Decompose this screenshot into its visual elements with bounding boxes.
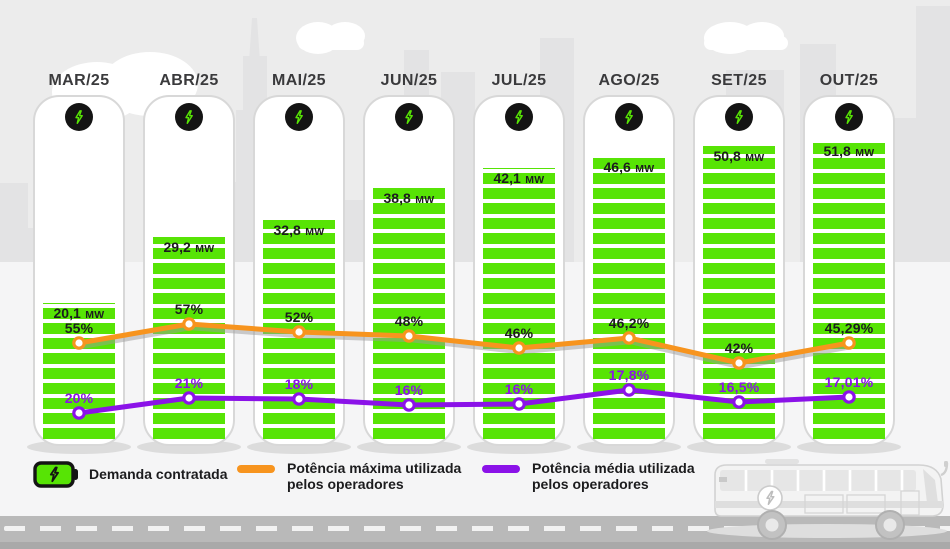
month-label: JUL/25 [491,72,547,89]
avg-utilization-value-label: 17,8% [608,367,650,383]
contracted-demand-bar: 42,1 MW [483,168,555,439]
month-label: SET/25 [711,72,767,89]
demand-value-label: 46,6 MW [603,159,655,175]
max-utilization-value-label: 55% [64,320,94,336]
bus-wheels [757,510,905,540]
demand-value-label: 29,2 MW [163,239,215,255]
demand-value-label: 51,8 MW [823,143,875,159]
demand-value-label: 32,8 MW [273,222,325,238]
demand-value-label: 42,1 MW [493,170,545,186]
battery-icon [725,103,753,131]
demand-capacity-tube: 32,8 MW [253,95,345,446]
battery-icon [835,103,863,131]
contracted-demand-bar: 51,8 MW [813,141,885,439]
battery-icon [615,103,643,131]
contracted-demand-bar: 46,6 MW [593,157,665,439]
battery-icon [33,461,78,488]
max-utilization-value-label: 46% [504,325,534,341]
legend-label-avg-power: Potência média utilizada pelos operadore… [532,460,695,492]
legend-item-avg-power: Potência média utilizada pelos operadore… [482,460,722,492]
road [0,516,950,549]
purple-line-swatch [482,465,520,473]
demand-value-label: 50,8 MW [713,148,765,164]
month-label: ABR/25 [159,72,219,89]
battery-icon [395,103,423,131]
avg-utilization-value-label: 17,01% [824,374,874,390]
battery-icon [65,103,93,131]
max-utilization-value-label: 52% [284,309,314,325]
demand-value-label: 38,8 MW [383,190,435,206]
max-utilization-value-label: 48% [394,313,424,329]
avg-utilization-value-label: 18% [284,376,314,392]
max-utilization-value-label: 57% [174,301,204,317]
month-label: MAI/25 [272,72,326,89]
contracted-demand-bar: 50,8 MW [703,146,775,439]
month-label: MAR/25 [48,72,110,89]
road-lane-markings [4,526,950,531]
chart-legend: Demanda contratada Potência máxima utili… [0,456,720,506]
bus-illustration [707,459,949,540]
avg-utilization-value-label: 16% [394,382,424,398]
battery-icon [505,103,533,131]
contracted-demand-bar: 29,2 MW [153,237,225,439]
contracted-demand-bar: 32,8 MW [263,220,335,439]
battery-icon [285,103,313,131]
demand-value-label: 20,1 MW [53,305,105,321]
demand-capacity-tube: 51,8 MW [803,95,895,446]
orange-line-swatch [237,465,275,473]
demand-capacity-tube: 46,6 MW [583,95,675,446]
legend-label-max-power: Potência máxima utilizada pelos operador… [287,460,462,492]
max-utilization-value-label: 42% [724,340,754,356]
max-utilization-value-label: 46,2% [608,315,650,331]
road-curb [0,542,950,549]
avg-utilization-value-label: 20% [64,390,94,406]
legend-item-demand: Demanda contratada [33,460,227,490]
avg-utilization-value-label: 16% [504,381,534,397]
month-label: OUT/25 [819,72,879,89]
legend-label-demand: Demanda contratada [89,466,228,482]
month-label: JUN/25 [380,72,438,89]
battery-icon [175,103,203,131]
max-utilization-value-label: 45,29% [824,320,874,336]
month-label: AGO/25 [598,72,660,89]
demand-capacity-tube: 29,2 MW [143,95,235,446]
legend-item-max-power: Potência máxima utilizada pelos operador… [237,460,487,492]
lightning-bolt-icon [766,490,775,506]
avg-utilization-value-label: 16,5% [718,379,760,395]
avg-utilization-value-label: 21% [174,375,204,391]
